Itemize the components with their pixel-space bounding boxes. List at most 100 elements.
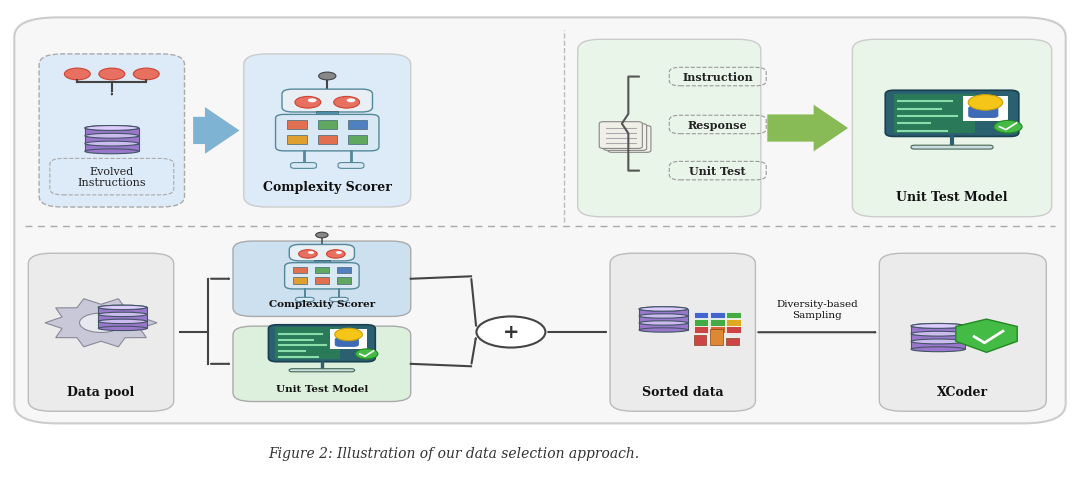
FancyBboxPatch shape	[852, 40, 1052, 217]
Bar	[912, 326, 964, 334]
Bar	[85, 144, 138, 152]
Bar	[710, 312, 725, 319]
Bar	[962, 97, 1008, 122]
Ellipse shape	[912, 347, 964, 352]
FancyBboxPatch shape	[244, 55, 410, 207]
Ellipse shape	[85, 142, 138, 147]
FancyBboxPatch shape	[296, 298, 314, 302]
FancyBboxPatch shape	[285, 263, 359, 289]
Circle shape	[99, 69, 124, 81]
Bar	[315, 267, 328, 274]
Circle shape	[335, 328, 363, 341]
Bar	[726, 320, 741, 326]
Bar	[710, 329, 723, 345]
Circle shape	[315, 233, 328, 238]
FancyBboxPatch shape	[912, 146, 993, 150]
Polygon shape	[45, 299, 157, 347]
FancyBboxPatch shape	[282, 90, 373, 113]
FancyBboxPatch shape	[968, 106, 998, 119]
Bar	[693, 320, 708, 326]
Ellipse shape	[98, 312, 147, 317]
FancyBboxPatch shape	[289, 245, 354, 262]
Bar	[337, 267, 351, 274]
Circle shape	[133, 69, 159, 81]
Ellipse shape	[639, 328, 688, 332]
Circle shape	[476, 317, 545, 348]
Ellipse shape	[912, 339, 964, 344]
Bar	[726, 326, 741, 333]
Text: Figure 2: Illustration of our data selection approach.: Figure 2: Illustration of our data selec…	[268, 446, 639, 460]
Text: Evolved
Instructions: Evolved Instructions	[78, 166, 146, 188]
Circle shape	[298, 250, 318, 259]
FancyBboxPatch shape	[335, 338, 359, 347]
Bar	[912, 334, 964, 342]
Text: Complexity Scorer: Complexity Scorer	[262, 181, 392, 194]
Bar	[693, 326, 708, 333]
Ellipse shape	[85, 126, 138, 131]
Circle shape	[355, 349, 378, 359]
Circle shape	[80, 313, 122, 333]
FancyBboxPatch shape	[233, 326, 410, 402]
Bar	[710, 320, 725, 326]
Ellipse shape	[98, 305, 147, 310]
Text: XCoder: XCoder	[937, 385, 988, 398]
Bar	[98, 308, 147, 315]
Circle shape	[347, 99, 355, 103]
Bar	[330, 329, 367, 349]
Ellipse shape	[98, 320, 147, 324]
Text: Unit Test Model: Unit Test Model	[896, 191, 1008, 203]
Bar	[693, 335, 706, 345]
FancyBboxPatch shape	[329, 298, 348, 302]
Text: Response: Response	[688, 120, 747, 131]
Circle shape	[308, 99, 316, 103]
Ellipse shape	[639, 307, 688, 311]
Bar	[275, 328, 340, 359]
Bar	[639, 309, 688, 316]
FancyBboxPatch shape	[233, 242, 410, 317]
Ellipse shape	[912, 324, 964, 329]
Bar	[710, 326, 725, 333]
Circle shape	[994, 121, 1022, 134]
Circle shape	[334, 97, 360, 109]
Polygon shape	[956, 320, 1017, 353]
Circle shape	[295, 97, 321, 109]
Text: Instruction: Instruction	[683, 72, 753, 83]
Ellipse shape	[85, 126, 138, 131]
Text: Sorted data: Sorted data	[642, 385, 724, 398]
Bar	[314, 261, 329, 264]
Ellipse shape	[912, 324, 964, 329]
FancyBboxPatch shape	[604, 124, 647, 151]
Polygon shape	[193, 108, 240, 155]
Bar	[894, 95, 974, 133]
Bar	[726, 338, 739, 345]
Bar	[912, 342, 964, 349]
Ellipse shape	[98, 326, 147, 331]
Bar	[287, 136, 307, 144]
Bar	[348, 136, 367, 144]
FancyBboxPatch shape	[289, 369, 354, 372]
Text: +: +	[502, 323, 519, 342]
Text: Diversity-based
Sampling: Diversity-based Sampling	[777, 300, 859, 319]
Bar	[85, 129, 138, 137]
Text: Unit Test Model: Unit Test Model	[275, 384, 368, 393]
Bar	[293, 278, 307, 284]
Text: Complexity Scorer: Complexity Scorer	[269, 299, 375, 308]
Bar	[98, 315, 147, 322]
FancyBboxPatch shape	[269, 325, 375, 362]
Bar	[693, 312, 708, 319]
Ellipse shape	[639, 314, 688, 319]
Circle shape	[65, 69, 91, 81]
Ellipse shape	[639, 307, 688, 311]
FancyBboxPatch shape	[338, 163, 364, 169]
Ellipse shape	[85, 134, 138, 139]
Bar	[639, 316, 688, 324]
Text: Data pool: Data pool	[67, 385, 135, 398]
FancyBboxPatch shape	[14, 19, 1066, 424]
FancyBboxPatch shape	[608, 126, 651, 153]
Circle shape	[336, 252, 342, 254]
Bar	[98, 322, 147, 329]
FancyBboxPatch shape	[39, 55, 185, 207]
Bar	[337, 278, 351, 284]
Bar	[318, 121, 337, 130]
Circle shape	[968, 96, 1002, 111]
